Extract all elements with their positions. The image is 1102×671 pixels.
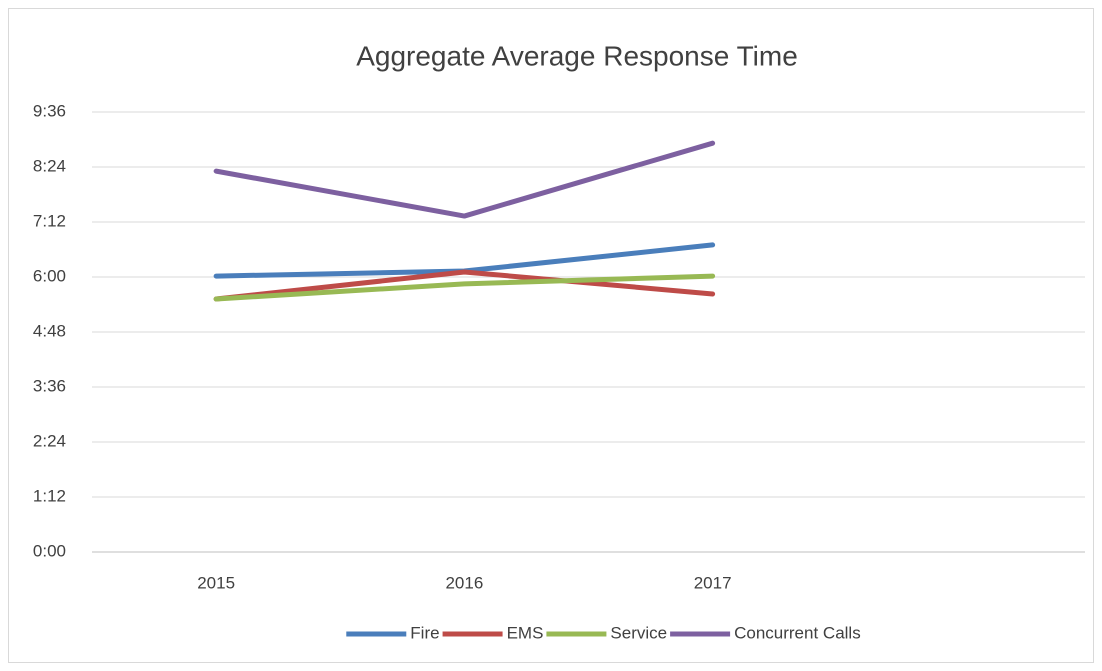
- legend-label: EMS: [507, 623, 544, 642]
- y-tick-label: 3:36: [33, 376, 66, 395]
- line-series: [213, 269, 716, 302]
- x-tick-label: 2015: [197, 573, 235, 592]
- y-tick-label: 9:36: [33, 101, 66, 120]
- y-tick-label: 1:12: [33, 486, 66, 505]
- legend-label: Concurrent Calls: [734, 623, 861, 642]
- line-series: [213, 140, 716, 219]
- line-series: [213, 273, 716, 302]
- x-tick-label: 2017: [694, 573, 732, 592]
- chart-title: Aggregate Average Response Time: [356, 40, 798, 71]
- y-tick-label: 8:24: [33, 156, 66, 175]
- y-tick-label: 6:00: [33, 266, 66, 285]
- y-tick-label: 0:00: [33, 541, 66, 560]
- legend-label: Fire: [410, 623, 439, 642]
- y-tick-label: 2:24: [33, 431, 66, 450]
- legend-label: Service: [610, 623, 667, 642]
- y-tick-label: 4:48: [33, 321, 66, 340]
- chart-border: [8, 8, 1094, 663]
- y-tick-label: 7:12: [33, 211, 66, 230]
- x-tick-label: 2016: [445, 573, 483, 592]
